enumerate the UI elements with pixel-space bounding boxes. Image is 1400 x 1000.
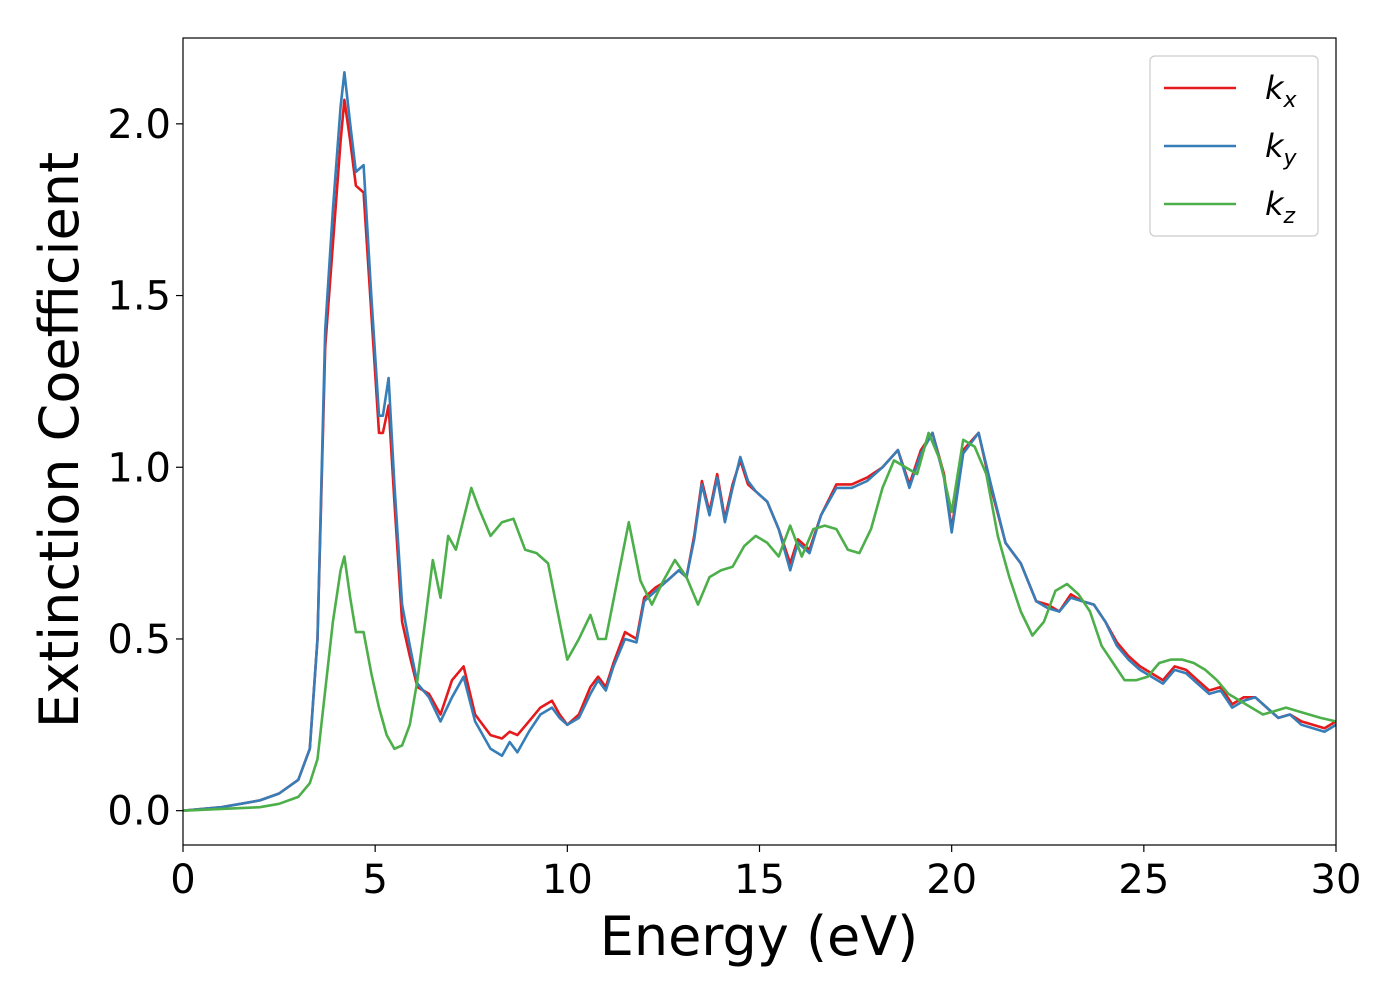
x-tick-label: 10 (542, 857, 593, 903)
x-axis-ticks: 0 5 10 15 20 25 30 (170, 845, 1361, 903)
x-tick-label: 0 (170, 857, 195, 903)
y-axis-label: Extinction Coefficient (28, 152, 91, 728)
x-tick-label: 25 (1118, 857, 1169, 903)
y-axis-ticks: 0.0 0.5 1.0 1.5 2.0 (107, 102, 183, 835)
x-tick-label: 15 (734, 857, 785, 903)
legend-label-y: ky (1265, 127, 1298, 171)
legend: kx ky kz (1149, 55, 1319, 237)
x-tick-label: 20 (926, 857, 977, 903)
series-line-z (183, 431, 1336, 812)
y-tick-label: 1.0 (107, 445, 171, 491)
series-line-y (183, 71, 1336, 812)
x-axis-label: Energy (eV) (600, 905, 919, 968)
x-tick-label: 30 (1311, 857, 1362, 903)
y-tick-label: 0.0 (107, 789, 171, 835)
y-tick-label: 0.5 (107, 617, 171, 663)
y-tick-label: 2.0 (107, 102, 171, 148)
x-tick-label: 5 (362, 857, 387, 903)
legend-label-x: kx (1265, 69, 1298, 113)
y-tick-label: 1.5 (107, 274, 171, 320)
legend-label-z: kz (1265, 185, 1296, 229)
